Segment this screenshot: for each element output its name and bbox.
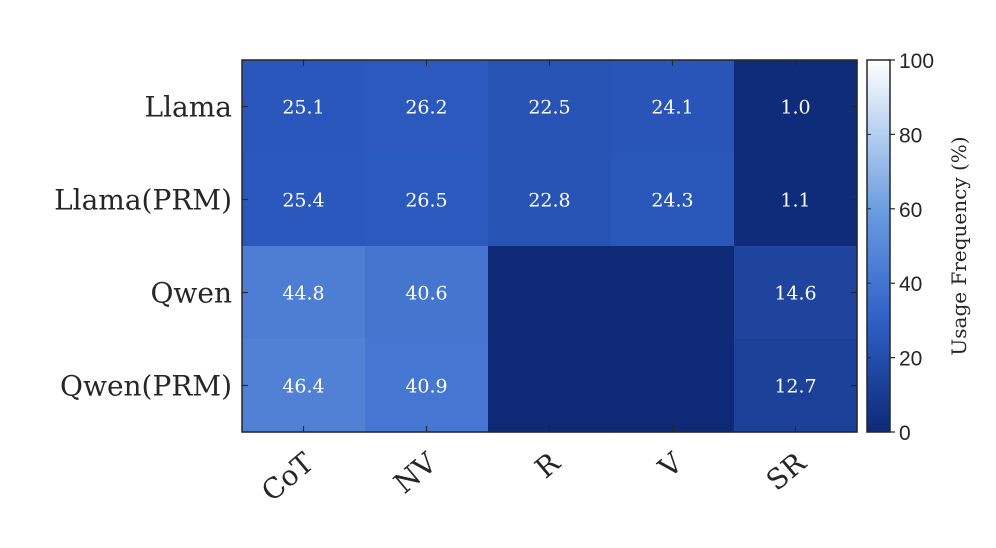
cell-value-label: 14.6 xyxy=(774,283,816,305)
heatmap-cell xyxy=(365,60,489,154)
heatmap-cell xyxy=(611,153,735,247)
cell-value-label: 40.6 xyxy=(405,283,447,305)
colorbar-tick-label: 40 xyxy=(899,273,922,296)
cell-value-label: 25.4 xyxy=(282,190,324,212)
cell-value-label: 22.5 xyxy=(528,97,570,119)
x-tick-label: CoT xyxy=(255,446,320,508)
heatmap-cell xyxy=(611,246,735,340)
x-tick-label: V xyxy=(652,446,690,485)
heatmap-cell xyxy=(734,246,858,340)
colorbar-tick-label: 100 xyxy=(899,50,934,73)
colorbar xyxy=(866,59,891,433)
y-tick-label: Llama(PRM) xyxy=(54,184,232,217)
cell-value-label: 1.1 xyxy=(780,190,810,212)
heatmap-cell xyxy=(611,60,735,154)
x-tick-label: NV xyxy=(388,446,444,501)
cell-value-label: 1.0 xyxy=(780,97,810,119)
cell-value-label: 24.3 xyxy=(651,190,693,212)
heatmap-cell xyxy=(734,60,858,154)
colorbar-tick-label: 20 xyxy=(899,348,922,371)
heatmap-cell xyxy=(488,153,612,247)
heatmap-cell xyxy=(734,153,858,247)
cell-value-label: 26.2 xyxy=(405,97,447,119)
heatmap-cell xyxy=(365,246,489,340)
heatmap-cell xyxy=(242,60,366,154)
heatmap-cell xyxy=(734,339,858,433)
cell-value-label: 24.1 xyxy=(651,97,693,119)
heatmap-cell xyxy=(242,153,366,247)
colorbar-tick-label: 60 xyxy=(899,199,922,222)
cell-value-label: 22.8 xyxy=(528,190,570,212)
colorbar-tick-label: 0 xyxy=(899,422,911,445)
y-tick-labels: Llama Llama(PRM) Qwen Qwen(PRM) xyxy=(54,91,857,403)
heatmap-cell xyxy=(242,246,366,340)
heatmap-cell xyxy=(488,339,612,433)
heatmap-cells xyxy=(242,60,858,433)
colorbar-ticks: 0 20 40 60 80 100 xyxy=(867,50,934,445)
colorbar-tick-label: 80 xyxy=(899,124,922,147)
heatmap-cell xyxy=(365,153,489,247)
heatmap-cell xyxy=(488,246,612,340)
y-tick-label: Qwen xyxy=(150,277,232,310)
heatmap-cell xyxy=(611,339,735,433)
x-tick-label: R xyxy=(529,446,567,485)
cell-value-label: 25.1 xyxy=(282,97,324,119)
x-tick-label: SR xyxy=(760,445,813,497)
y-tick-label: Qwen(PRM) xyxy=(60,370,232,403)
heatmap-cell xyxy=(242,339,366,433)
colorbar-title: Usage Frequency (%) xyxy=(947,136,971,355)
heatmap-cell-labels: 25.1 26.2 22.5 24.1 1.0 25.4 26.5 22.8 24.3 1.1 44… xyxy=(282,97,816,398)
heatmap-cell xyxy=(365,339,489,433)
cell-value-label: 40.9 xyxy=(405,376,447,398)
cell-value-label: 26.5 xyxy=(405,190,447,212)
cell-value-label: 46.4 xyxy=(282,376,324,398)
cell-value-label: 12.7 xyxy=(774,376,816,398)
y-tick-label: Llama xyxy=(145,91,233,124)
heatmap-cell xyxy=(488,60,612,154)
cell-value-label: 44.8 xyxy=(282,283,324,305)
